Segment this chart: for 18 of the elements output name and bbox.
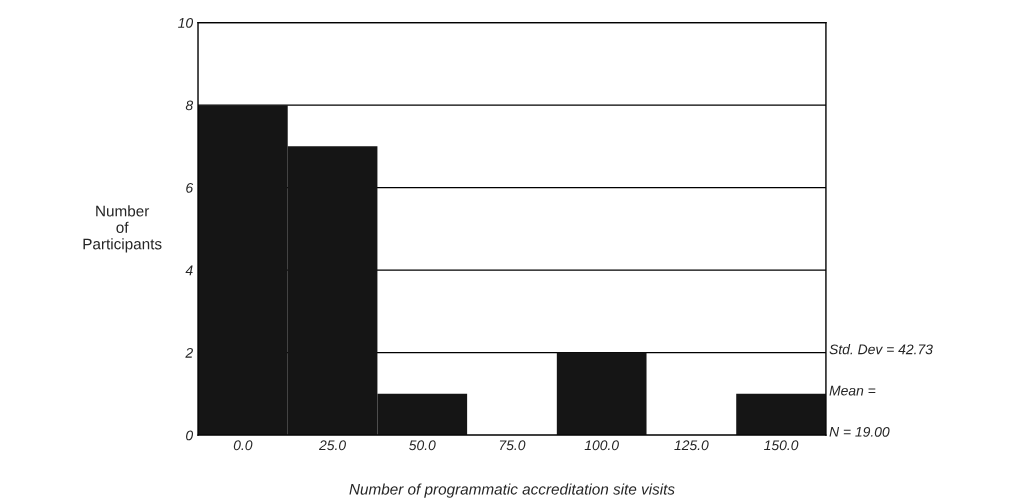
x-tick-label: 150.0 <box>764 440 799 451</box>
y-tick-label: 10 <box>178 17 194 28</box>
text: Std. Dev = 42.73 <box>829 344 933 355</box>
y-tick-label: 0 <box>186 430 194 441</box>
y-axis-title: Number of Participants <box>83 205 162 253</box>
y-tick-label: 8 <box>185 100 194 111</box>
y-tick-label: 4 <box>185 265 193 276</box>
text: N = 19.00 <box>829 426 890 437</box>
text: Mean = <box>829 385 876 396</box>
x-tick-label: 75.0 <box>499 440 526 451</box>
x-tick-label: 100.0 <box>584 440 619 451</box>
y-tick-label: 6 <box>186 182 194 193</box>
x-tick-label: 0.0 <box>233 440 253 451</box>
y-tick-label: 2 <box>185 347 193 358</box>
x-tick-label: 25.0 <box>318 440 346 451</box>
x-tick-label: 125.0 <box>674 440 709 451</box>
x-tick-label: 50.0 <box>409 440 436 451</box>
x-axis-title: Number of programmatic accreditation site visits <box>349 483 675 498</box>
